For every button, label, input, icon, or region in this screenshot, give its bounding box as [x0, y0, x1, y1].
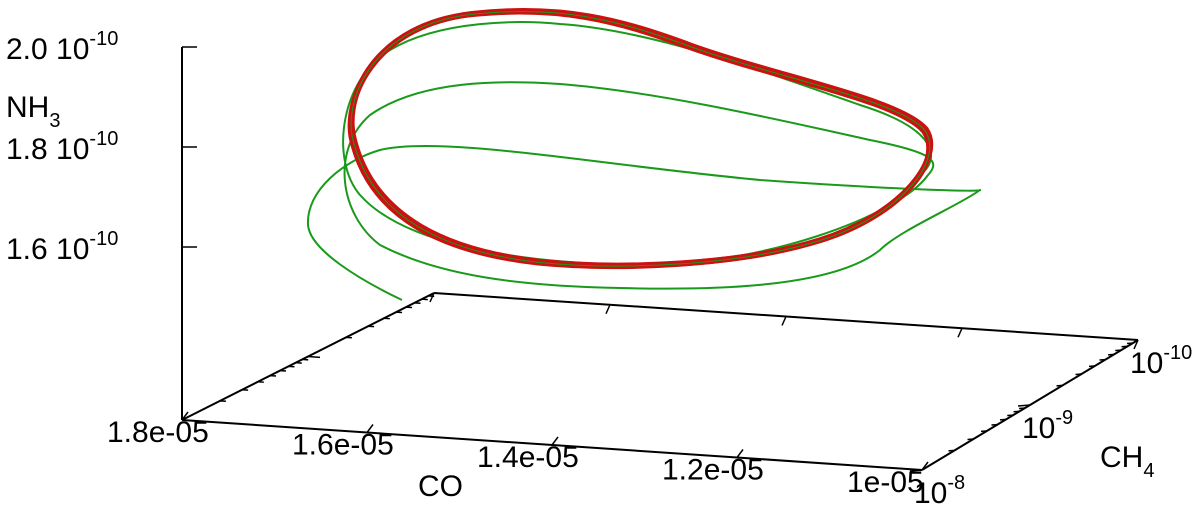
ch4-log-tick — [1017, 404, 1031, 407]
ch4-axis-title: CH4 — [1100, 441, 1154, 482]
ch4-tick-label: 10-9 — [1022, 407, 1073, 445]
back-edge-tick — [605, 304, 611, 315]
co-tick-label: 1.6e-05 — [292, 429, 394, 462]
ch4-log-tick-back — [181, 419, 195, 422]
back-edge-tick — [429, 292, 435, 303]
co-tick-label: 1e-05 — [847, 466, 924, 499]
base-plane-ticks — [181, 292, 1139, 472]
nh3-axis-ticks: 2.0 10-10 1.8 10-10 1.6 10-10 — [6, 28, 197, 266]
co-tick-label: 1.4e-05 — [477, 441, 579, 474]
nh3-tick-label: 1.8 10-10 — [6, 128, 118, 166]
limit-cycle-loop — [351, 8, 934, 266]
back-edge-tick — [957, 327, 963, 338]
series-transient-line — [306, 21, 982, 301]
nh3-tick-label: 1.6 10-10 — [6, 228, 118, 266]
ch4-tick-label: 10-8 — [914, 472, 965, 510]
nh3-tick-label: 2.0 10-10 — [6, 28, 118, 66]
ch4-log-tick — [909, 469, 923, 472]
limit-cycle-loop — [347, 11, 930, 270]
ch4-axis-ticks: 10-8 10-9 10-10 — [914, 342, 1192, 510]
co-tick-label: 1.8e-05 — [107, 416, 209, 449]
co-major-tick — [181, 411, 189, 421]
back-edge-tick — [781, 316, 787, 326]
co-major-tick — [921, 461, 929, 471]
ch4-tick-label: 10-10 — [1130, 342, 1192, 380]
nh3-axis-title: NH3 — [6, 91, 60, 132]
co-axis-ticks: 1.8e-05 1.6e-05 1.4e-05 1.2e-05 1e-05 — [107, 416, 924, 499]
co-major-tick — [366, 424, 374, 433]
ch4-log-tick-back — [307, 355, 321, 359]
co-major-tick — [736, 449, 744, 458]
series-limit-cycle — [347, 8, 934, 270]
co-major-tick — [551, 436, 559, 446]
base-plane — [181, 47, 1139, 471]
back-edge-tick — [1133, 339, 1139, 350]
co-axis-title: CO — [418, 470, 463, 503]
co-tick-label: 1.2e-05 — [662, 454, 764, 487]
limit-cycle-green-trace — [350, 11, 931, 267]
